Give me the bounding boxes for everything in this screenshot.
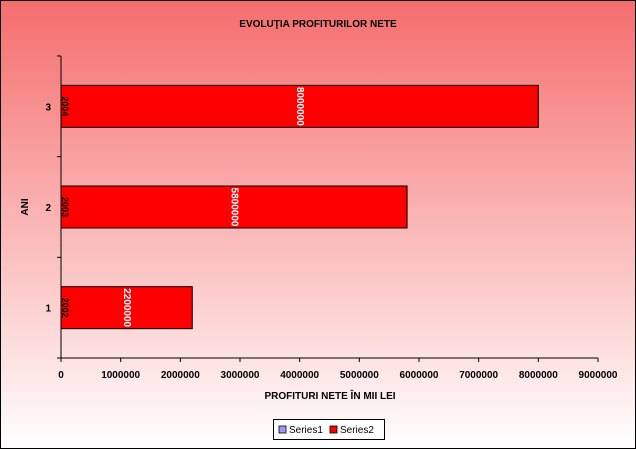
x-tick-label: 5000000 (340, 370, 379, 381)
y-tick-label: 2 (45, 203, 51, 214)
x-tick-label: 2000000 (161, 370, 200, 381)
x-tick-label: 1000000 (101, 370, 140, 381)
bar-series2 (60, 185, 408, 229)
bar-series2 (60, 286, 193, 330)
y-axis-title: ANI (20, 198, 31, 215)
x-tick-label: 4000000 (280, 370, 319, 381)
data-label-series2: 2200000 (121, 288, 132, 327)
x-tick-label: 7000000 (459, 370, 498, 381)
x-tick-label: 0 (58, 370, 64, 381)
legend-label-series2: Series2 (340, 425, 374, 436)
plot-area: 0 1000000 2000000 3000000 4000000 5000000 6000… (45, 55, 618, 381)
bar-series2 (60, 84, 539, 128)
data-label-series1: 2002 (60, 298, 70, 318)
y-tick-label: 1 (45, 304, 51, 315)
legend: Series1 Series2 (273, 419, 385, 440)
x-tick-label: 9000000 (579, 370, 618, 381)
data-label-series1: 2004 (60, 96, 70, 116)
x-tick-label: 3000000 (221, 370, 260, 381)
data-label-series1: 2003 (60, 197, 70, 217)
legend-swatch-series1 (278, 425, 287, 434)
legend-label-series1: Series1 (289, 425, 323, 436)
chart-title: EVOLUŢIA PROFITURILOR NETE (239, 19, 397, 30)
x-tick-label: 6000000 (400, 370, 439, 381)
legend-box (273, 419, 385, 440)
data-label-series2: 5800000 (229, 188, 240, 227)
legend-swatch-series2 (329, 425, 338, 434)
data-label-series2: 8000000 (294, 87, 305, 126)
y-tick-label: 3 (45, 102, 51, 113)
x-tick-label: 8000000 (519, 370, 558, 381)
x-axis-title: PROFITURI NETE ÎN MII LEI (264, 389, 395, 402)
